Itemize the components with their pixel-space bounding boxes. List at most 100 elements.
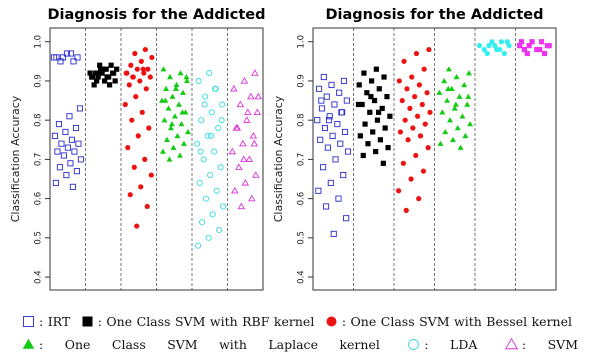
point [102,78,108,84]
point [373,148,379,155]
point [517,43,523,49]
point [125,145,131,151]
point [453,74,460,80]
point [175,101,182,107]
point [174,132,181,139]
point [204,132,211,139]
point [315,187,322,194]
point [424,90,430,96]
point [142,156,148,162]
point [379,105,385,112]
point [100,66,106,72]
point [402,117,408,123]
point [165,105,172,111]
point [401,58,407,64]
point [332,156,339,163]
point [195,77,202,84]
point [140,66,146,72]
y-axis-label: Classification Accuracy [9,95,22,222]
point [454,125,461,131]
y-tick-label: 0.8 [34,113,44,127]
legend-item: : LDA [407,337,477,352]
y-tick-label: 1.0 [34,35,44,49]
point [180,89,186,95]
point [54,148,61,155]
point [367,109,373,115]
point [213,187,220,194]
point [77,156,84,163]
point [484,50,490,57]
point [360,152,366,159]
point [199,219,206,226]
point [133,94,139,100]
point [381,74,387,80]
point [400,160,406,166]
point [146,125,152,131]
point [338,109,345,116]
point [215,124,222,132]
point [132,50,138,57]
point [362,121,368,127]
point [409,74,415,80]
point [144,203,150,210]
point [445,85,452,92]
point [180,140,187,146]
point [114,66,120,72]
point [498,39,505,45]
point [56,164,63,171]
point [407,105,413,112]
point [413,50,420,57]
point [380,160,386,166]
point [340,172,347,179]
point [74,54,81,61]
point [82,316,93,327]
point [343,97,350,104]
point [357,133,363,139]
point [526,43,532,49]
point [462,132,469,139]
point [371,97,378,104]
point [331,101,338,108]
series [159,66,191,162]
point [529,39,535,45]
point [130,74,136,80]
point [162,97,169,103]
point [486,43,492,49]
point [374,117,381,123]
point [416,196,422,202]
point [396,188,402,194]
point [111,70,117,76]
point [178,121,185,127]
point [220,203,227,210]
point [442,128,449,135]
point [427,109,433,115]
point [196,179,203,186]
point [240,155,248,163]
point [447,117,454,123]
legend: : IRT : One Class SVM with RBF kernel : … [22,310,578,356]
point [420,168,427,174]
point [160,66,167,72]
point [336,89,343,96]
point [449,136,456,142]
point [163,85,169,92]
point [538,39,545,45]
point [126,82,132,88]
point [426,46,432,53]
point [108,62,114,68]
point [537,46,543,53]
series [436,66,474,150]
point [541,50,548,57]
point [369,78,375,84]
point [169,93,176,99]
point [197,148,204,155]
point [341,128,349,135]
point [323,93,330,100]
point [51,132,58,139]
point [52,179,59,186]
point [93,70,99,76]
point [444,97,451,103]
legend-label: : One Class SVM with RBF kernel [97,314,315,329]
point [123,70,129,76]
point [67,50,75,57]
